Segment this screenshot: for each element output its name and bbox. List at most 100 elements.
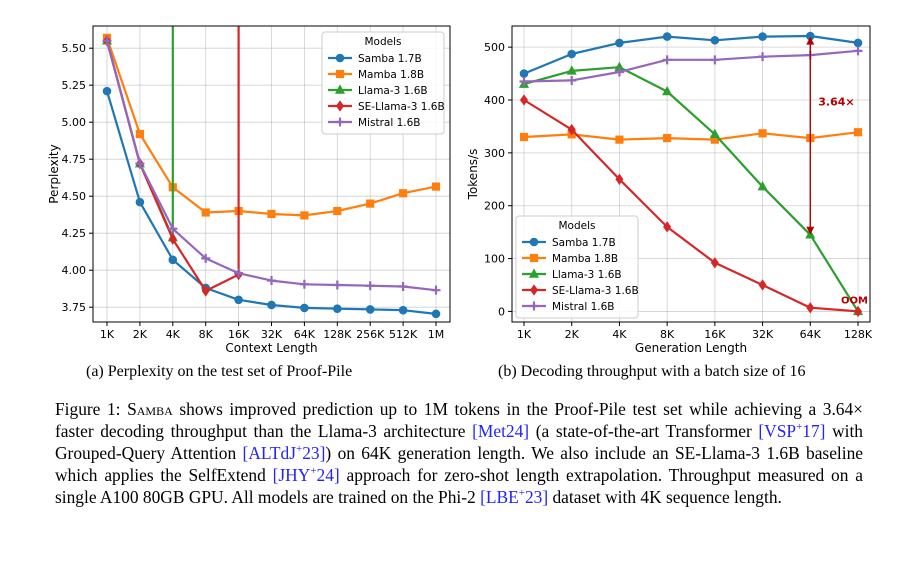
citation-vsp17-year: 17] (802, 421, 826, 441)
citation-jhy24[interactable]: [JHY+24] (273, 465, 340, 485)
plot-frame (92, 25, 451, 323)
series-line-mistral-1-6b (523, 49, 859, 83)
y-tick-label-100: 100 (484, 253, 505, 266)
legend-marker (335, 117, 345, 127)
data-point-mamba-1-8b (853, 128, 863, 137)
x-tick-label-128k: 128K (323, 328, 352, 341)
series-line-llama-3-1-6b (523, 66, 859, 312)
data-point-mistral-1-6b (135, 159, 145, 169)
legend-box (515, 215, 639, 319)
data-point-llama-3-1-6b (709, 128, 720, 139)
data-point-mamba-1-8b (399, 189, 408, 198)
caption-model-name: Samba (127, 399, 173, 419)
legend-label: Mistral 1.6B (552, 301, 614, 313)
legend-title: Models (365, 36, 402, 48)
legend-marker (335, 53, 345, 63)
legend-marker (334, 84, 346, 94)
data-point-samba-1-7b (300, 303, 309, 313)
series-layer (518, 31, 864, 318)
legend-label: Mamba 1.8B (358, 69, 424, 81)
data-point-samba-1-7b (135, 197, 145, 207)
data-point-mistral-1-6b (267, 276, 276, 286)
y-tick-label-4-75: 4.75 (62, 153, 87, 166)
legend-label: Mamba 1.8B (552, 253, 618, 265)
data-point-mamba-1-8b (300, 211, 309, 220)
legend-marker (529, 284, 539, 296)
data-point-samba-1-7b (710, 35, 720, 45)
legend-marker (529, 253, 539, 263)
data-point-samba-1-7b (102, 86, 112, 96)
y-axis-label: Perplexity (47, 144, 61, 204)
legend-entry-mamba-1-8b: Mamba 1.8B (522, 253, 618, 265)
legend-box (321, 31, 445, 135)
axes: 1K 2K 4K 8K 16K 32K 64K 128K 0 100 200 300 400 500 Gen… (466, 41, 873, 355)
y-axis-label: Tokens/s (466, 149, 480, 201)
caption-text-5: approach for zero-shot length extrapolat… (55, 465, 864, 507)
data-point-samba-1-7b (758, 32, 767, 41)
legend-label: Mistral 1.6B (358, 117, 420, 129)
x-axis-label: Context Length (225, 341, 317, 355)
y-tick-label-200: 200 (484, 200, 505, 213)
citation-lbe23[interactable]: [LBE+23] (480, 487, 548, 507)
y-tick-label-400: 400 (484, 94, 505, 107)
legend-marker (529, 237, 539, 247)
data-point-se-llama-3-1-6b (853, 305, 863, 318)
x-tick-label-32k: 32K (752, 328, 774, 341)
x-tick-label-128k: 128K (844, 328, 873, 341)
x-tick-label-4k: 4K (166, 328, 181, 341)
citation-vsp17[interactable]: [VSP+17] (758, 421, 825, 441)
subcaption-b: (b) Decoding throughput with a batch siz… (498, 363, 806, 380)
series-mistral-1-6b (519, 46, 863, 86)
data-point-mistral-1-6b (365, 281, 375, 291)
y-tick-label-5-00: 5.00 (62, 116, 87, 129)
data-point-mistral-1-6b (168, 224, 178, 234)
citation-altdj23-key: [ALTdJ (242, 443, 297, 463)
citation-jhy24-sup: + (310, 465, 317, 478)
data-point-se-llama-3-1-6b (201, 285, 210, 297)
y-tick-label-4-25: 4.25 (62, 227, 87, 240)
citation-met24[interactable]: [Met24] (472, 421, 530, 441)
y-tick-label-4-00: 4.00 (62, 264, 87, 277)
legend-marker (335, 100, 345, 112)
legend-entry-se-llama-3-1-6b: SE-Llama-3 1.6B (522, 284, 639, 297)
y-tick-label-0: 0 (498, 305, 505, 318)
legend-marker (335, 69, 345, 79)
legend-label: Llama-3 1.6B (552, 269, 622, 281)
speedup-annotation: 3.64× (818, 96, 854, 109)
series-line-se-llama-3-1-6b (523, 99, 859, 313)
data-point-samba-1-7b (333, 304, 342, 313)
citation-altdj23-sup: + (296, 443, 303, 456)
data-point-mamba-1-8b (758, 129, 767, 138)
data-point-mamba-1-8b (267, 209, 276, 219)
caption-label: Figure 1: (55, 399, 121, 419)
x-tick-label-512k: 512K (389, 328, 418, 341)
legend-entry-llama-3-1-6b: Llama-3 1.6B (328, 84, 428, 97)
data-point-mamba-1-8b (615, 135, 624, 144)
data-point-mistral-1-6b (431, 285, 441, 295)
series-se-llama-3-1-6b (519, 94, 863, 318)
data-point-samba-1-7b (519, 69, 529, 78)
data-point-mistral-1-6b (710, 55, 720, 65)
data-point-samba-1-7b (398, 305, 408, 315)
series-line-samba-1-7b (523, 34, 859, 75)
legend-entry-se-llama-3-1-6b: SE-Llama-3 1.6B (328, 100, 445, 113)
plot-frame (511, 25, 871, 323)
citation-altdj23[interactable]: [ALTdJ+23] (243, 443, 326, 463)
data-point-se-llama-3-1-6b (758, 279, 767, 291)
data-point-se-llama-3-1-6b (519, 94, 529, 106)
series-layer (101, 26, 441, 319)
y-tick-label-300: 300 (484, 147, 505, 160)
x-tick-label-32k: 32K (261, 328, 283, 341)
data-point-mistral-1-6b (234, 268, 244, 278)
throughput-chart: 1K 2K 4K 8K 16K 32K 64K 128K 0 100 200 300 400 500 Gen… (466, 25, 873, 355)
axes: 1K 2K 4K 8K 16K 32K 64K 128K 256K 512K 1M 3.75 4.00 4… (47, 42, 444, 355)
data-point-samba-1-7b (662, 32, 672, 41)
x-tick-label-4k: 4K (612, 328, 627, 341)
data-point-mistral-1-6b (614, 67, 624, 77)
caption-text-1: shows improved prediction up to 1M token… (55, 399, 863, 441)
citation-lbe23-key: [LBE (480, 487, 519, 507)
data-point-mistral-1-6b (102, 36, 112, 46)
legend-entry-mamba-1-8b: Mamba 1.8B (328, 69, 424, 81)
data-point-se-llama-3-1-6b (168, 233, 177, 245)
